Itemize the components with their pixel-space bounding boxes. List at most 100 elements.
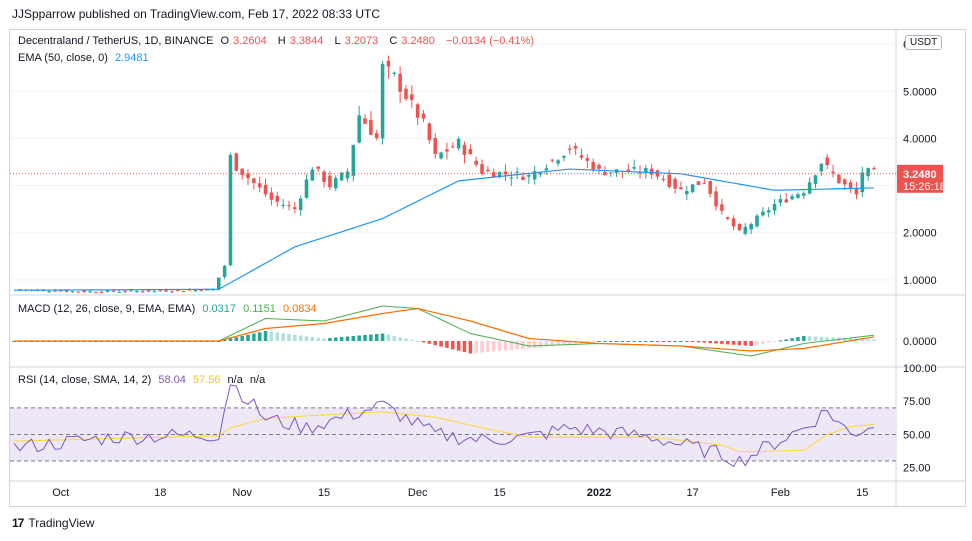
candle-body[interactable] <box>135 290 139 293</box>
candle-body[interactable] <box>398 73 402 92</box>
candle-body[interactable] <box>316 166 320 169</box>
candle-body[interactable] <box>146 290 151 292</box>
candle-body[interactable] <box>88 291 92 293</box>
candle-body[interactable] <box>538 172 543 175</box>
candle-body[interactable] <box>415 104 420 118</box>
candle-body[interactable] <box>644 167 648 173</box>
candle-body[interactable] <box>509 177 514 179</box>
candle-body[interactable] <box>702 182 707 184</box>
candle-body[interactable] <box>532 171 537 180</box>
candle-body[interactable] <box>404 88 408 100</box>
candle-body[interactable] <box>433 138 437 154</box>
candle-body[interactable] <box>246 173 250 179</box>
candle-body[interactable] <box>608 172 613 174</box>
candle-body[interactable] <box>269 192 274 200</box>
candle-body[interactable] <box>304 179 309 198</box>
candle-body[interactable] <box>585 157 590 161</box>
candle-body[interactable] <box>486 169 490 172</box>
candle-body[interactable] <box>807 182 812 194</box>
candle-body[interactable] <box>369 119 373 135</box>
rsi-line[interactable] <box>13 384 875 468</box>
candle-body[interactable] <box>164 290 168 292</box>
candle-body[interactable] <box>222 265 227 277</box>
candle-body[interactable] <box>386 60 391 67</box>
candle-body[interactable] <box>59 290 63 292</box>
tradingview-logo-icon[interactable]: 17 <box>12 516 24 530</box>
candle-body[interactable] <box>64 289 69 292</box>
candle-body[interactable] <box>293 207 297 210</box>
candle-body[interactable] <box>491 172 496 178</box>
candle-body[interactable] <box>199 290 203 292</box>
candle-body[interactable] <box>193 289 198 292</box>
candle-body[interactable] <box>831 171 835 174</box>
candle-body[interactable] <box>439 152 443 159</box>
candle-body[interactable] <box>778 199 783 203</box>
candle-body[interactable] <box>70 291 75 293</box>
currency-badge[interactable]: USDT <box>905 35 943 50</box>
candle-body[interactable] <box>99 291 104 293</box>
candle-body[interactable] <box>462 144 467 155</box>
candle-body[interactable] <box>819 163 824 172</box>
macd-signal-line[interactable] <box>14 307 875 352</box>
candle-body[interactable] <box>708 181 712 194</box>
candle-body[interactable] <box>140 291 145 293</box>
candle-body[interactable] <box>866 168 870 177</box>
candle-body[interactable] <box>287 205 291 207</box>
candle-body[interactable] <box>410 94 414 100</box>
candle-body[interactable] <box>568 148 572 150</box>
footer-brand[interactable]: TradingView <box>28 516 95 530</box>
candle-body[interactable] <box>550 159 555 161</box>
candle-body[interactable] <box>591 162 595 171</box>
candle-body[interactable] <box>310 169 315 181</box>
candle-body[interactable] <box>749 223 753 230</box>
candle-body[interactable] <box>322 171 326 183</box>
candle-body[interactable] <box>111 290 116 292</box>
candle-body[interactable] <box>170 291 174 293</box>
candle-body[interactable] <box>421 113 426 119</box>
candle-body[interactable] <box>638 172 642 174</box>
candle-body[interactable] <box>813 175 818 184</box>
candle-body[interactable] <box>854 188 859 195</box>
candle-body[interactable] <box>837 174 841 184</box>
candle-body[interactable] <box>374 133 379 139</box>
candle-body[interactable] <box>380 64 385 139</box>
candle-body[interactable] <box>468 149 473 155</box>
candle-body[interactable] <box>263 184 268 195</box>
candle-body[interactable] <box>527 174 531 177</box>
candle-body[interactable] <box>158 290 163 292</box>
candle-body[interactable] <box>228 155 233 266</box>
candle-body[interactable] <box>562 155 566 158</box>
candle-body[interactable] <box>234 153 239 171</box>
candle-body[interactable] <box>451 146 455 148</box>
macd-label[interactable]: MACD (12, 26, close, 9, EMA, EMA) <box>18 303 196 315</box>
candle-body[interactable] <box>655 170 660 177</box>
candle-body[interactable] <box>661 178 666 181</box>
candle-body[interactable] <box>772 203 777 211</box>
candle-body[interactable] <box>105 290 110 292</box>
candle-body[interactable] <box>427 123 432 141</box>
candle-body[interactable] <box>176 289 180 291</box>
candle-body[interactable] <box>714 191 718 207</box>
candle-body[interactable] <box>339 172 344 181</box>
candle-body[interactable] <box>573 146 578 149</box>
candle-body[interactable] <box>363 118 367 124</box>
candle-body[interactable] <box>802 193 806 196</box>
candle-body[interactable] <box>848 182 853 189</box>
candle-body[interactable] <box>521 176 525 180</box>
candle-body[interactable] <box>515 171 519 173</box>
candle-body[interactable] <box>737 224 742 231</box>
candle-body[interactable] <box>117 291 122 293</box>
candle-body[interactable] <box>298 198 303 211</box>
candle-body[interactable] <box>825 157 829 166</box>
candle-body[interactable] <box>445 149 449 152</box>
candle-body[interactable] <box>544 168 549 171</box>
symbol-title[interactable]: Decentraland / TetherUS, 1D, BINANCE <box>18 35 214 47</box>
candle-body[interactable] <box>94 292 98 294</box>
candle-body[interactable] <box>181 291 186 293</box>
candle-body[interactable] <box>187 289 192 291</box>
candle-body[interactable] <box>673 178 677 189</box>
candle-body[interactable] <box>761 211 765 216</box>
candle-body[interactable] <box>351 145 356 176</box>
candle-body[interactable] <box>579 155 584 158</box>
